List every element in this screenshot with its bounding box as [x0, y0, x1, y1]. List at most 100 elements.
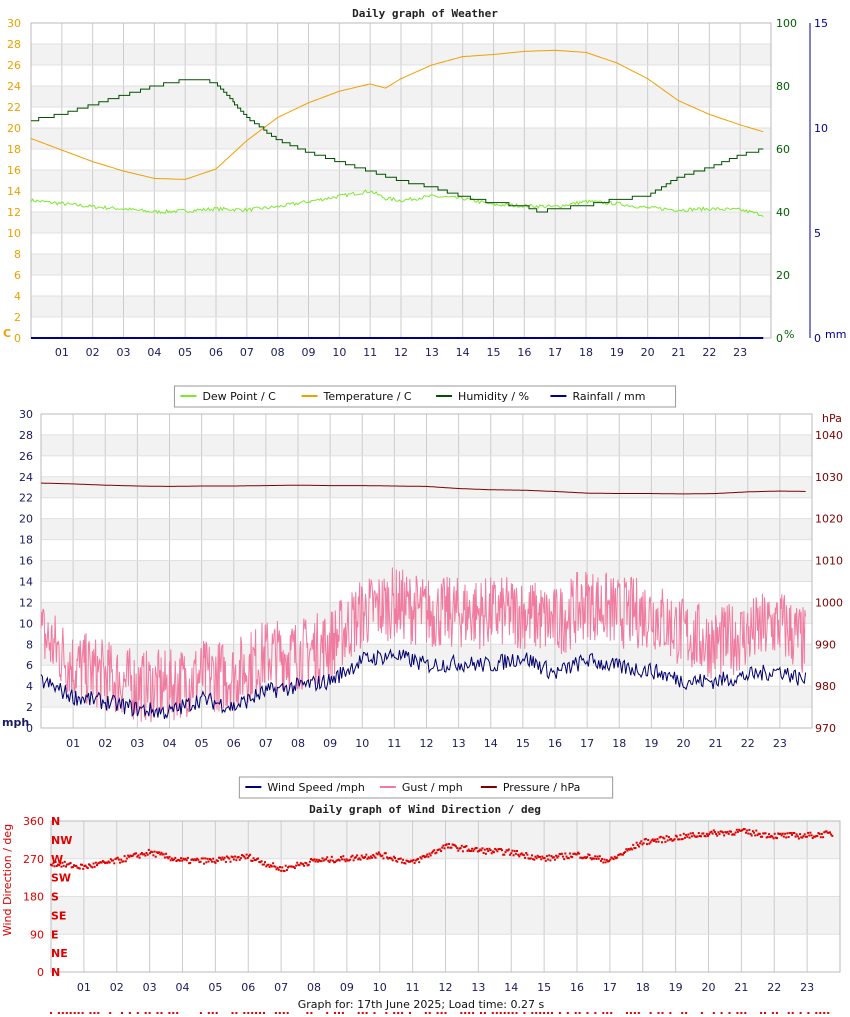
direction-point — [745, 831, 747, 834]
calm-point — [156, 1012, 159, 1014]
direction-point — [610, 856, 613, 859]
calm-point — [160, 1012, 163, 1014]
direction-point — [596, 855, 599, 858]
direction-point — [484, 852, 487, 855]
direction-point — [367, 856, 370, 859]
direction-point — [274, 865, 277, 868]
calm-point — [440, 1012, 443, 1014]
direction-point — [361, 856, 364, 859]
direction-point — [92, 862, 95, 865]
direction-point — [631, 848, 634, 851]
y-left-tick: 270 — [23, 853, 44, 866]
x-tick-label: 03 — [143, 981, 157, 994]
direction-point — [814, 835, 816, 838]
direction-point — [535, 857, 538, 860]
dew-point-c-line — [30, 189, 764, 218]
direction-point — [265, 865, 268, 868]
y-left-tick: 16 — [19, 555, 33, 568]
direction-point — [520, 852, 523, 855]
calm-point — [211, 1012, 214, 1014]
direction-point — [331, 859, 334, 862]
direction-point — [193, 858, 196, 861]
direction-point — [157, 852, 159, 854]
direction-point — [82, 867, 85, 870]
direction-point — [768, 833, 770, 836]
direction-point — [371, 856, 373, 859]
direction-point — [192, 859, 195, 862]
direction-point — [773, 832, 776, 835]
direction-point — [85, 866, 88, 869]
direction-point — [161, 853, 164, 856]
direction-point — [151, 851, 154, 854]
direction-point — [742, 828, 745, 830]
calm-point — [637, 1012, 640, 1014]
y-left-tick: 4 — [26, 680, 33, 693]
direction-point — [603, 858, 606, 861]
direction-point — [104, 862, 107, 865]
direction-point — [357, 858, 360, 861]
direction-point — [392, 855, 395, 858]
direction-point — [417, 857, 419, 860]
calm-point — [771, 1012, 774, 1014]
x-tick-label: 11 — [387, 737, 401, 750]
x-tick-label: 20 — [641, 346, 655, 359]
direction-point — [543, 857, 546, 860]
direction-point — [502, 853, 505, 856]
direction-point — [542, 857, 545, 860]
direction-point — [699, 835, 701, 837]
direction-point — [146, 853, 149, 856]
direction-point — [666, 839, 669, 842]
direction-point — [654, 838, 657, 841]
direction-point — [174, 856, 177, 859]
direction-point — [703, 835, 706, 837]
direction-point — [624, 851, 627, 853]
direction-point — [65, 865, 67, 868]
x-tick-label: 17 — [548, 346, 562, 359]
y-left-tick: 90 — [30, 928, 44, 941]
direction-point — [131, 854, 134, 857]
direction-point — [685, 834, 688, 836]
direction-point — [628, 848, 631, 851]
direction-point — [434, 852, 437, 855]
direction-point — [308, 860, 311, 863]
y-left-tick: 30 — [7, 17, 21, 30]
direction-point — [710, 830, 713, 833]
direction-point — [590, 858, 593, 861]
x-tick-label: 10 — [373, 981, 387, 994]
calm-point — [97, 1012, 100, 1014]
chart-title: Daily graph of Weather — [352, 7, 498, 20]
direction-point — [260, 860, 263, 863]
direction-point — [532, 858, 535, 861]
direction-point — [615, 857, 617, 860]
direction-point — [743, 828, 746, 831]
direction-point — [792, 832, 795, 834]
x-tick-label: 18 — [612, 737, 626, 750]
calm-point — [649, 1012, 652, 1014]
y-right2-unit: mm — [825, 328, 846, 341]
calm-point — [247, 1012, 250, 1014]
legend-label: Temperature / C — [323, 390, 412, 403]
direction-point — [601, 858, 604, 860]
direction-point — [809, 831, 812, 834]
y-left-tick: 4 — [14, 290, 21, 303]
direction-point — [619, 853, 622, 856]
direction-point — [257, 857, 260, 860]
direction-point — [719, 830, 722, 833]
direction-point — [75, 864, 78, 867]
direction-point — [280, 869, 283, 872]
direction-point — [640, 840, 643, 843]
x-tick-label: 14 — [504, 981, 518, 994]
direction-point — [797, 837, 800, 840]
direction-point — [688, 836, 691, 839]
direction-point — [305, 862, 308, 865]
direction-point — [812, 835, 815, 838]
direction-point — [499, 848, 502, 850]
direction-point — [818, 833, 821, 835]
y-left-unit: C — [3, 327, 11, 340]
x-tick-label: 09 — [323, 737, 337, 750]
direction-point — [221, 856, 224, 859]
direction-point — [429, 854, 432, 857]
direction-point — [690, 835, 693, 838]
direction-point — [784, 832, 787, 835]
direction-point — [560, 852, 563, 855]
